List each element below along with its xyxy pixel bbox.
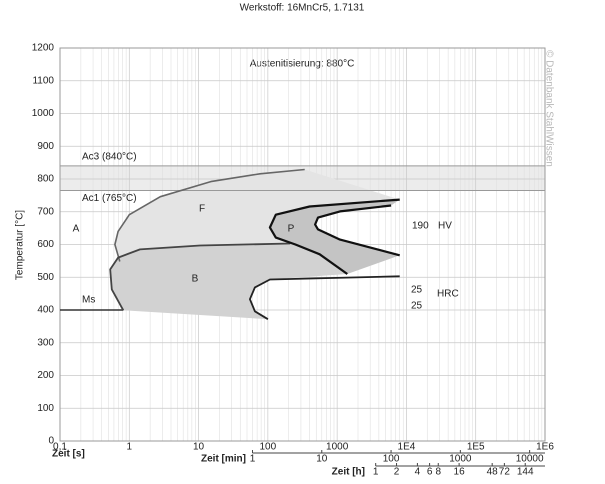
hardness-unit: HV [438, 221, 452, 232]
chart-title: Werkstoff: 16MnCr5, 1.7131 [240, 3, 365, 14]
hour-axis-tick-label: 48 [487, 467, 499, 478]
minute-axis-tick-label: 10000 [516, 454, 544, 465]
phase-label: A [73, 224, 80, 235]
y-tick-label: 100 [37, 403, 54, 414]
hour-axis-tick-label: 1 [373, 467, 379, 478]
transformation-curve [314, 204, 400, 257]
y-tick-label: 300 [37, 337, 54, 348]
minute-axis-label: Zeit [min] [201, 454, 246, 465]
phase-label: B [192, 274, 199, 285]
hardness-value: 25 [411, 301, 423, 312]
region-shading [110, 243, 348, 320]
y-tick-label: 0 [48, 436, 54, 447]
transformation-curve [268, 198, 400, 275]
hour-axis-tick-label: 6 [427, 467, 433, 478]
phase-label: P [288, 224, 295, 235]
x-axis-label: Zeit [s] [52, 449, 85, 460]
hour-axis-tick-label: 72 [499, 467, 511, 478]
transformation-curve [109, 242, 291, 311]
hardness-unit: HRC [437, 289, 459, 300]
y-tick-label: 1000 [32, 108, 55, 119]
hour-axis-tick-label: 2 [394, 467, 400, 478]
watermark: © Datenbank StahlWissen [543, 50, 554, 167]
hour-axis-tick-label: 4 [415, 467, 421, 478]
plot-frame [59, 47, 546, 442]
minute-axis-tick-label: 10 [316, 454, 328, 465]
phase-label: F [199, 204, 205, 215]
ac-label: Ac3 (840°C) [82, 152, 137, 163]
y-tick-label: 200 [37, 370, 54, 381]
x-tick-label: 10 [193, 442, 205, 453]
y-tick-label: 700 [37, 206, 54, 217]
y-tick-label: 400 [37, 305, 54, 316]
x-tick-label: 1 [127, 442, 133, 453]
x-tick-label: 0,1 [53, 442, 67, 453]
y-tick-label: 1200 [32, 43, 55, 54]
subtitle: Austenitisierung: 880°C [250, 59, 355, 70]
ac-label: Ac1 (765°C) [82, 193, 137, 204]
x-tick-label: 1E5 [467, 442, 485, 453]
minute-axis-tick-label: 1000 [449, 454, 472, 465]
minute-axis-tick-label: 100 [383, 454, 400, 465]
x-tick-label: 100 [260, 442, 277, 453]
x-tick-label: 1E6 [536, 442, 554, 453]
hour-axis-tick-label: 16 [454, 467, 466, 478]
y-tick-label: 500 [37, 272, 54, 283]
y-tick-label: 600 [37, 239, 54, 250]
hour-axis-tick-label: 8 [435, 467, 441, 478]
region-shading [269, 199, 400, 274]
y-axis-label: Temperatur [°C] [15, 210, 26, 280]
y-tick-label: 900 [37, 141, 54, 152]
ms-label: Ms [82, 295, 95, 306]
x-tick-label: 1000 [326, 442, 349, 453]
transformation-curve [114, 168, 305, 262]
hour-axis-tick-label: 144 [517, 467, 534, 478]
minute-axis-tick-label: 1 [250, 454, 256, 465]
y-tick-label: 1100 [32, 75, 54, 86]
hardness-value: 25 [411, 285, 423, 296]
y-tick-label: 800 [37, 174, 54, 185]
x-tick-label: 1E4 [398, 442, 416, 453]
hour-axis-label: Zeit [h] [332, 467, 365, 478]
hardness-value: 190 [412, 221, 429, 232]
transformation-curve [249, 275, 400, 320]
